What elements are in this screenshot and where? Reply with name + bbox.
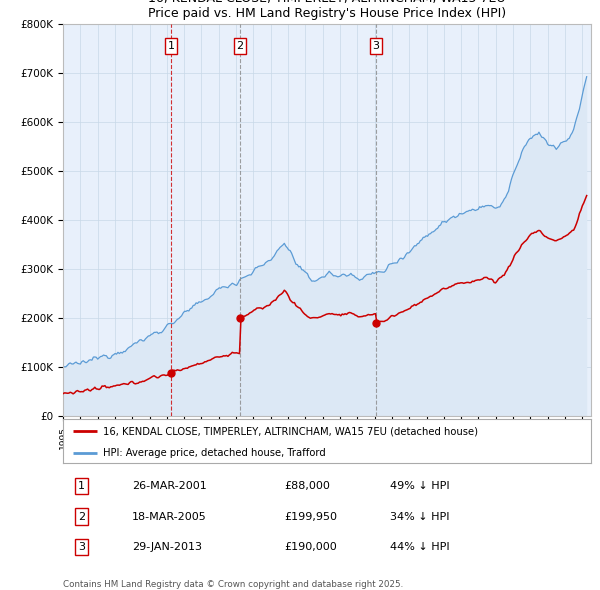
Text: 26-MAR-2001: 26-MAR-2001 xyxy=(131,481,206,491)
Text: 2: 2 xyxy=(236,41,244,51)
Text: HPI: Average price, detached house, Trafford: HPI: Average price, detached house, Traf… xyxy=(103,448,325,458)
Text: 16, KENDAL CLOSE, TIMPERLEY, ALTRINCHAM, WA15 7EU (detached house): 16, KENDAL CLOSE, TIMPERLEY, ALTRINCHAM,… xyxy=(103,427,478,436)
Text: 49% ↓ HPI: 49% ↓ HPI xyxy=(391,481,450,491)
Title: 16, KENDAL CLOSE, TIMPERLEY, ALTRINCHAM, WA15 7EU
Price paid vs. HM Land Registr: 16, KENDAL CLOSE, TIMPERLEY, ALTRINCHAM,… xyxy=(148,0,506,19)
Text: 34% ↓ HPI: 34% ↓ HPI xyxy=(391,512,450,522)
Text: Contains HM Land Registry data © Crown copyright and database right 2025.
This d: Contains HM Land Registry data © Crown c… xyxy=(63,581,403,590)
Text: £190,000: £190,000 xyxy=(285,542,338,552)
Text: 3: 3 xyxy=(78,542,85,552)
Text: 29-JAN-2013: 29-JAN-2013 xyxy=(131,542,202,552)
Text: 18-MAR-2005: 18-MAR-2005 xyxy=(131,512,206,522)
Text: £88,000: £88,000 xyxy=(285,481,331,491)
Text: 1: 1 xyxy=(78,481,85,491)
Text: 3: 3 xyxy=(373,41,379,51)
Text: 44% ↓ HPI: 44% ↓ HPI xyxy=(391,542,450,552)
Text: £199,950: £199,950 xyxy=(285,512,338,522)
Text: 2: 2 xyxy=(78,512,85,522)
Text: 1: 1 xyxy=(167,41,175,51)
